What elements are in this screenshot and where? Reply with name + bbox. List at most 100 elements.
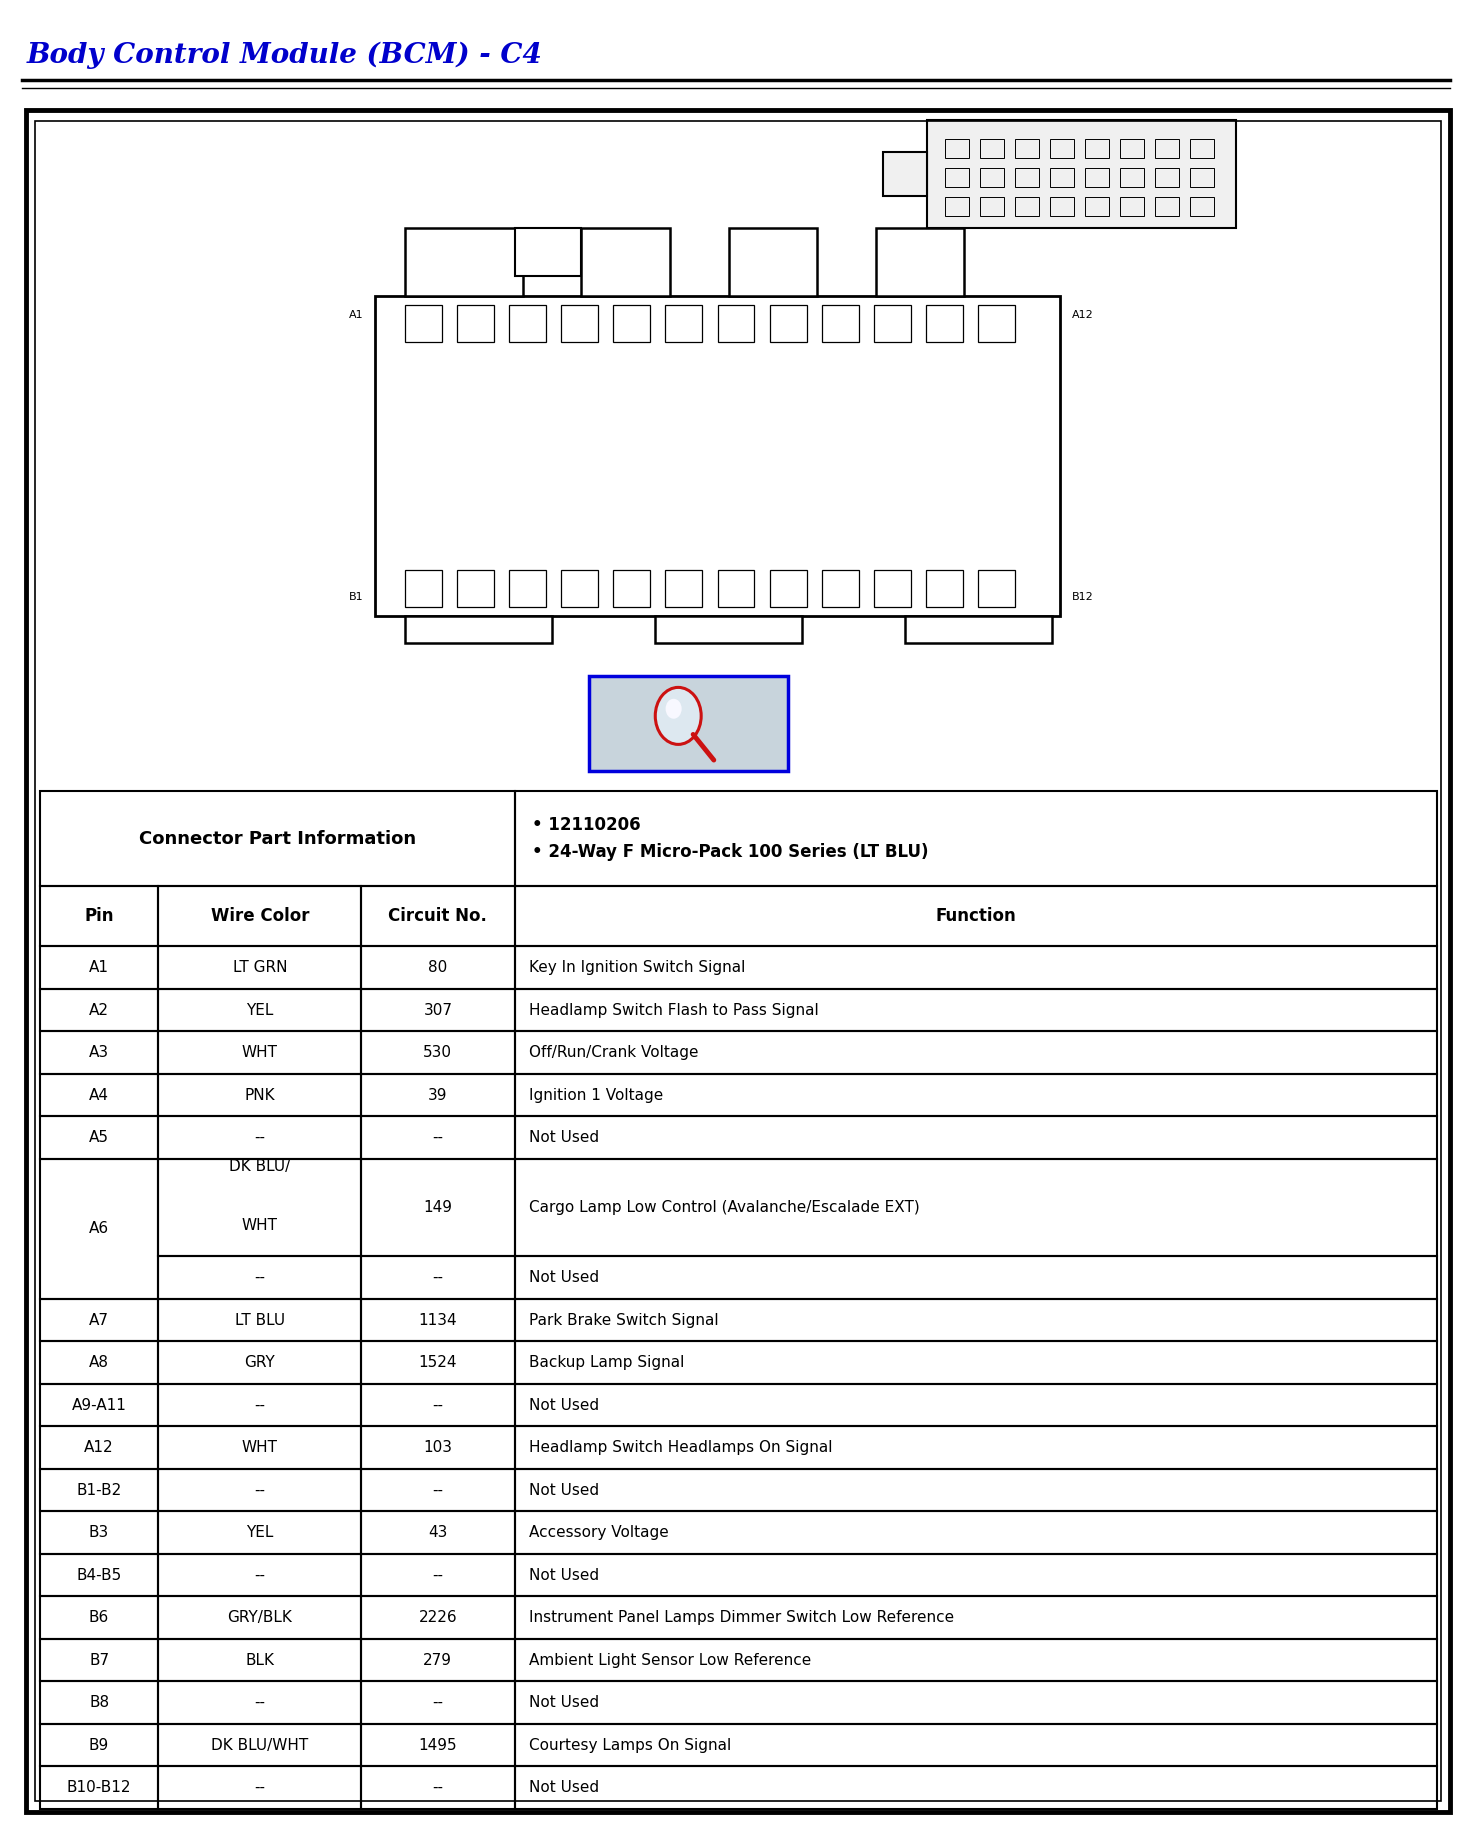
Text: 1524: 1524 [418, 1356, 458, 1370]
Circle shape [665, 698, 682, 718]
Text: --: -- [255, 1695, 265, 1710]
Text: Not Used: Not Used [530, 1695, 599, 1710]
Bar [1189, 197, 1214, 216]
Text: Park Brake Switch Signal: Park Brake Switch Signal [530, 1314, 718, 1328]
Text: A2: A2 [90, 1003, 109, 1018]
Bar [515, 1116, 1437, 1158]
Text: Not Used: Not Used [530, 1398, 599, 1412]
Bar [515, 1639, 1437, 1681]
Bar [581, 228, 670, 296]
Bar [40, 1116, 159, 1158]
Text: A12: A12 [84, 1440, 113, 1454]
Text: --: -- [255, 1131, 265, 1146]
Bar [159, 1032, 361, 1074]
Text: --: -- [433, 1270, 443, 1284]
Bar [718, 570, 755, 607]
Bar [926, 570, 963, 607]
Text: A6: A6 [88, 1222, 109, 1237]
Bar [40, 1553, 159, 1597]
Bar [159, 1427, 361, 1469]
Bar [945, 197, 970, 216]
Bar [159, 1511, 361, 1553]
Bar [405, 305, 442, 342]
Text: Circuit No.: Circuit No. [389, 908, 487, 924]
Bar [515, 1158, 1437, 1257]
Text: Cargo Lamp Low Control (Avalanche/Escalade EXT): Cargo Lamp Low Control (Avalanche/Escala… [530, 1200, 920, 1215]
Bar [159, 1116, 361, 1158]
Bar [515, 1341, 1437, 1383]
Bar [159, 1299, 361, 1341]
Bar [361, 1383, 515, 1427]
Bar [515, 228, 581, 276]
Text: A1: A1 [349, 309, 364, 320]
Bar [1120, 139, 1144, 157]
Bar [614, 305, 651, 342]
Bar [515, 886, 1437, 946]
Text: Instrument Panel Lamps Dimmer Switch Low Reference: Instrument Panel Lamps Dimmer Switch Low… [530, 1610, 954, 1624]
Text: B6: B6 [88, 1610, 109, 1624]
Bar [979, 305, 1016, 342]
Text: B1-B2: B1-B2 [77, 1484, 122, 1498]
Text: 279: 279 [424, 1653, 452, 1668]
Bar [770, 570, 807, 607]
Bar [515, 791, 1437, 886]
Bar [361, 1597, 515, 1639]
Text: LT GRN: LT GRN [233, 961, 287, 976]
Bar [361, 946, 515, 988]
Bar [159, 1639, 361, 1681]
Bar [361, 988, 515, 1032]
Bar [159, 946, 361, 988]
Bar [729, 228, 817, 296]
Text: Connector Part Information: Connector Part Information [138, 829, 415, 848]
Text: WHT: WHT [241, 1045, 278, 1060]
Bar [40, 946, 159, 988]
Text: --: -- [433, 1131, 443, 1146]
Bar [1050, 168, 1075, 186]
Text: LT BLU: LT BLU [234, 1314, 284, 1328]
Text: 2226: 2226 [418, 1610, 458, 1624]
Text: GRY/BLK: GRY/BLK [227, 1610, 293, 1624]
Bar [40, 1511, 159, 1553]
Text: A4: A4 [90, 1087, 109, 1102]
Bar [40, 988, 159, 1032]
Bar [40, 1341, 159, 1383]
Bar [361, 1074, 515, 1116]
Bar [515, 1383, 1437, 1427]
Bar [1120, 197, 1144, 216]
Bar [361, 1639, 515, 1681]
Bar [515, 1553, 1437, 1597]
Bar [361, 1158, 515, 1257]
Bar [515, 1469, 1437, 1511]
Bar [361, 1299, 515, 1341]
Text: DK BLU/WHT: DK BLU/WHT [210, 1737, 309, 1752]
Text: Not Used: Not Used [530, 1270, 599, 1284]
Bar [509, 570, 546, 607]
Bar [718, 305, 755, 342]
Text: Not Used: Not Used [530, 1131, 599, 1146]
Bar [159, 988, 361, 1032]
Bar [361, 1511, 515, 1553]
Bar [361, 1427, 515, 1469]
Bar [40, 1723, 159, 1767]
Bar [40, 1074, 159, 1116]
Bar [509, 305, 546, 342]
Bar [883, 152, 927, 195]
Bar [515, 1723, 1437, 1767]
Bar [979, 570, 1016, 607]
Bar [515, 1597, 1437, 1639]
Text: 80: 80 [428, 961, 447, 976]
Bar [1085, 139, 1110, 157]
Text: • 12110206
• 24-Way F Micro-Pack 100 Series (LT BLU): • 12110206 • 24-Way F Micro-Pack 100 Ser… [533, 815, 929, 862]
Text: Ambient Light Sensor Low Reference: Ambient Light Sensor Low Reference [530, 1653, 811, 1668]
Bar [1016, 139, 1039, 157]
Text: B1: B1 [349, 592, 364, 603]
Text: 43: 43 [428, 1526, 447, 1540]
Text: --: -- [255, 1398, 265, 1412]
Text: A3: A3 [88, 1045, 109, 1060]
Bar [361, 1469, 515, 1511]
Text: B7: B7 [88, 1653, 109, 1668]
Bar [515, 1681, 1437, 1723]
Text: WHT: WHT [241, 1440, 278, 1454]
Bar [40, 1032, 159, 1074]
Text: Key In Ignition Switch Signal: Key In Ignition Switch Signal [530, 961, 746, 976]
